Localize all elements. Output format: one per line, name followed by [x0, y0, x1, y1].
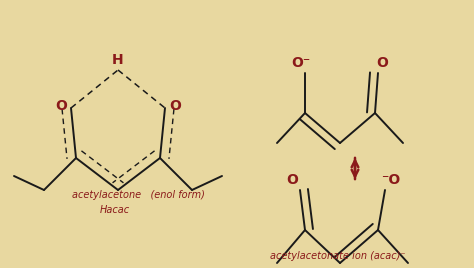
Text: ⁻O: ⁻O: [382, 173, 401, 187]
Text: O: O: [55, 99, 67, 113]
Text: H: H: [112, 53, 124, 67]
Text: O: O: [376, 56, 388, 70]
Text: acetylacetone   (enol form): acetylacetone (enol form): [72, 190, 205, 200]
Text: O: O: [169, 99, 181, 113]
Text: O: O: [286, 173, 298, 187]
Text: Hacac: Hacac: [100, 205, 130, 215]
Text: O⁻: O⁻: [292, 56, 310, 70]
Text: acetylacetonate ion (acac)⁻: acetylacetonate ion (acac)⁻: [270, 251, 405, 261]
